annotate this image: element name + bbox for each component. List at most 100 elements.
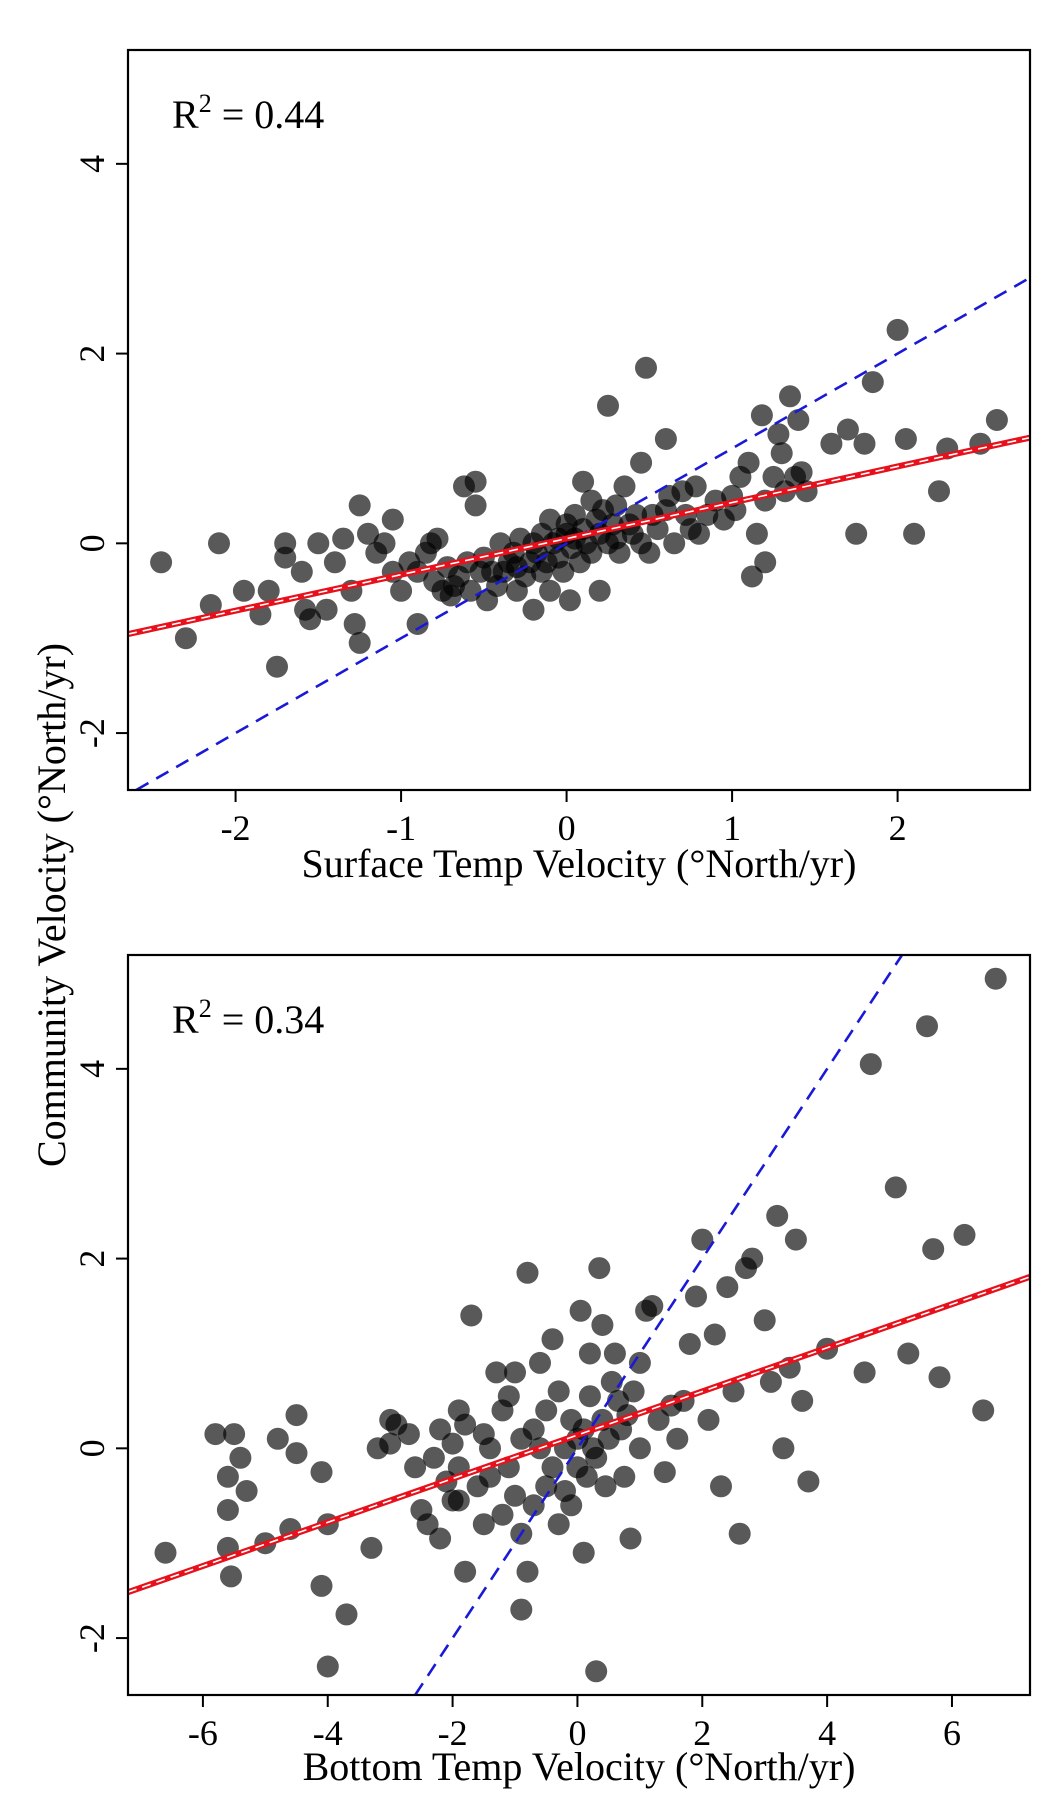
y-tick-label: 2 xyxy=(72,345,112,363)
data-point xyxy=(229,1446,252,1469)
top-scatter-panel: -2 -1 0 1 2 -2 0 2 4 R2 = 0.44 xyxy=(72,48,1032,848)
data-point xyxy=(605,494,628,517)
data-point xyxy=(641,1295,664,1317)
data-point xyxy=(928,1366,951,1389)
data-point xyxy=(922,1238,945,1261)
data-point xyxy=(628,1351,651,1374)
data-point xyxy=(897,1342,920,1365)
data-point xyxy=(984,967,1007,990)
data-point xyxy=(460,1304,483,1327)
data-point xyxy=(741,565,763,588)
data-point xyxy=(426,527,449,550)
data-point xyxy=(619,1527,642,1550)
data-point xyxy=(770,442,793,465)
data-point xyxy=(688,522,710,545)
x-tick-label: 1 xyxy=(723,808,741,848)
x-tick-label: -2 xyxy=(438,1713,468,1753)
x-tick-label: -2 xyxy=(221,808,251,848)
data-point xyxy=(472,1513,495,1536)
data-point xyxy=(547,1380,570,1403)
data-point xyxy=(522,598,545,621)
data-point xyxy=(585,1660,608,1683)
data-point xyxy=(516,1560,539,1583)
data-point xyxy=(928,480,950,503)
data-point xyxy=(836,418,859,441)
data-point xyxy=(741,1247,764,1270)
data-point xyxy=(853,1361,876,1384)
data-point xyxy=(884,1176,907,1199)
data-point xyxy=(558,589,581,612)
data-point xyxy=(654,428,677,450)
y-tick-label: -2 xyxy=(72,718,112,748)
data-point xyxy=(767,423,790,446)
data-point xyxy=(572,1541,595,1564)
data-point xyxy=(784,1228,807,1251)
data-point xyxy=(591,1314,614,1336)
data-point xyxy=(754,551,777,574)
x-tick-label: -4 xyxy=(313,1713,343,1753)
data-point xyxy=(539,508,561,531)
data-point xyxy=(547,1513,570,1536)
data-point xyxy=(299,608,322,631)
data-point xyxy=(310,1461,333,1484)
data-point xyxy=(594,1475,617,1498)
x-tick-label: 2 xyxy=(693,1713,711,1753)
data-point xyxy=(235,1480,258,1502)
r-squared-annotation: R2 = 0.44 xyxy=(172,89,324,137)
data-point xyxy=(750,404,773,427)
data-point xyxy=(491,1503,514,1526)
data-point xyxy=(613,1465,636,1488)
x-tick-label: 6 xyxy=(943,1713,961,1753)
data-point xyxy=(199,594,222,616)
data-point xyxy=(464,494,487,517)
data-point xyxy=(266,1427,289,1450)
data-point xyxy=(541,1456,564,1479)
data-point xyxy=(779,385,801,408)
data-point xyxy=(539,579,561,602)
data-point xyxy=(257,579,280,602)
data-point xyxy=(772,1437,795,1460)
data-point xyxy=(422,1446,445,1469)
data-point xyxy=(691,1228,714,1251)
r-squared-annotation: R2 = 0.34 xyxy=(172,994,324,1042)
one-to-one-reference-line xyxy=(414,955,904,1695)
y-tick-label: 0 xyxy=(72,534,112,552)
shared-y-axis-label: Community Velocity (°North/yr) xyxy=(29,643,74,1167)
data-point xyxy=(861,371,884,394)
data-point xyxy=(972,1399,995,1422)
data-point xyxy=(585,1446,608,1469)
data-point xyxy=(628,1437,651,1460)
data-point xyxy=(535,1399,558,1422)
data-point xyxy=(853,432,876,455)
data-point xyxy=(797,1470,820,1493)
data-point xyxy=(522,1494,545,1517)
data-point xyxy=(569,1299,592,1322)
data-point xyxy=(716,1276,739,1299)
data-point xyxy=(379,1432,402,1455)
data-point xyxy=(791,1389,814,1412)
regression-fit-highlight xyxy=(128,1276,1030,1593)
y-tick-label: 4 xyxy=(72,155,112,173)
y-tick-label: 2 xyxy=(72,1250,112,1268)
data-point xyxy=(150,551,173,574)
data-point xyxy=(578,1342,601,1365)
data-point xyxy=(316,1655,339,1678)
data-point xyxy=(622,1380,645,1403)
data-point xyxy=(216,1465,239,1488)
data-point xyxy=(416,1513,439,1536)
data-point xyxy=(685,1285,707,1308)
data-point xyxy=(666,1427,689,1450)
bottom-x-axis-label: Bottom Temp Velocity (°North/yr) xyxy=(303,1744,856,1789)
data-point xyxy=(274,532,297,555)
data-point xyxy=(285,1404,308,1427)
data-point xyxy=(504,1484,526,1507)
data-point xyxy=(348,631,371,654)
data-point xyxy=(572,470,595,493)
plot-area xyxy=(128,955,1030,1695)
data-point xyxy=(845,522,868,545)
data-point xyxy=(390,579,413,602)
data-point xyxy=(903,522,926,545)
data-point xyxy=(894,428,917,450)
data-point xyxy=(504,1361,526,1384)
data-point xyxy=(886,318,909,341)
